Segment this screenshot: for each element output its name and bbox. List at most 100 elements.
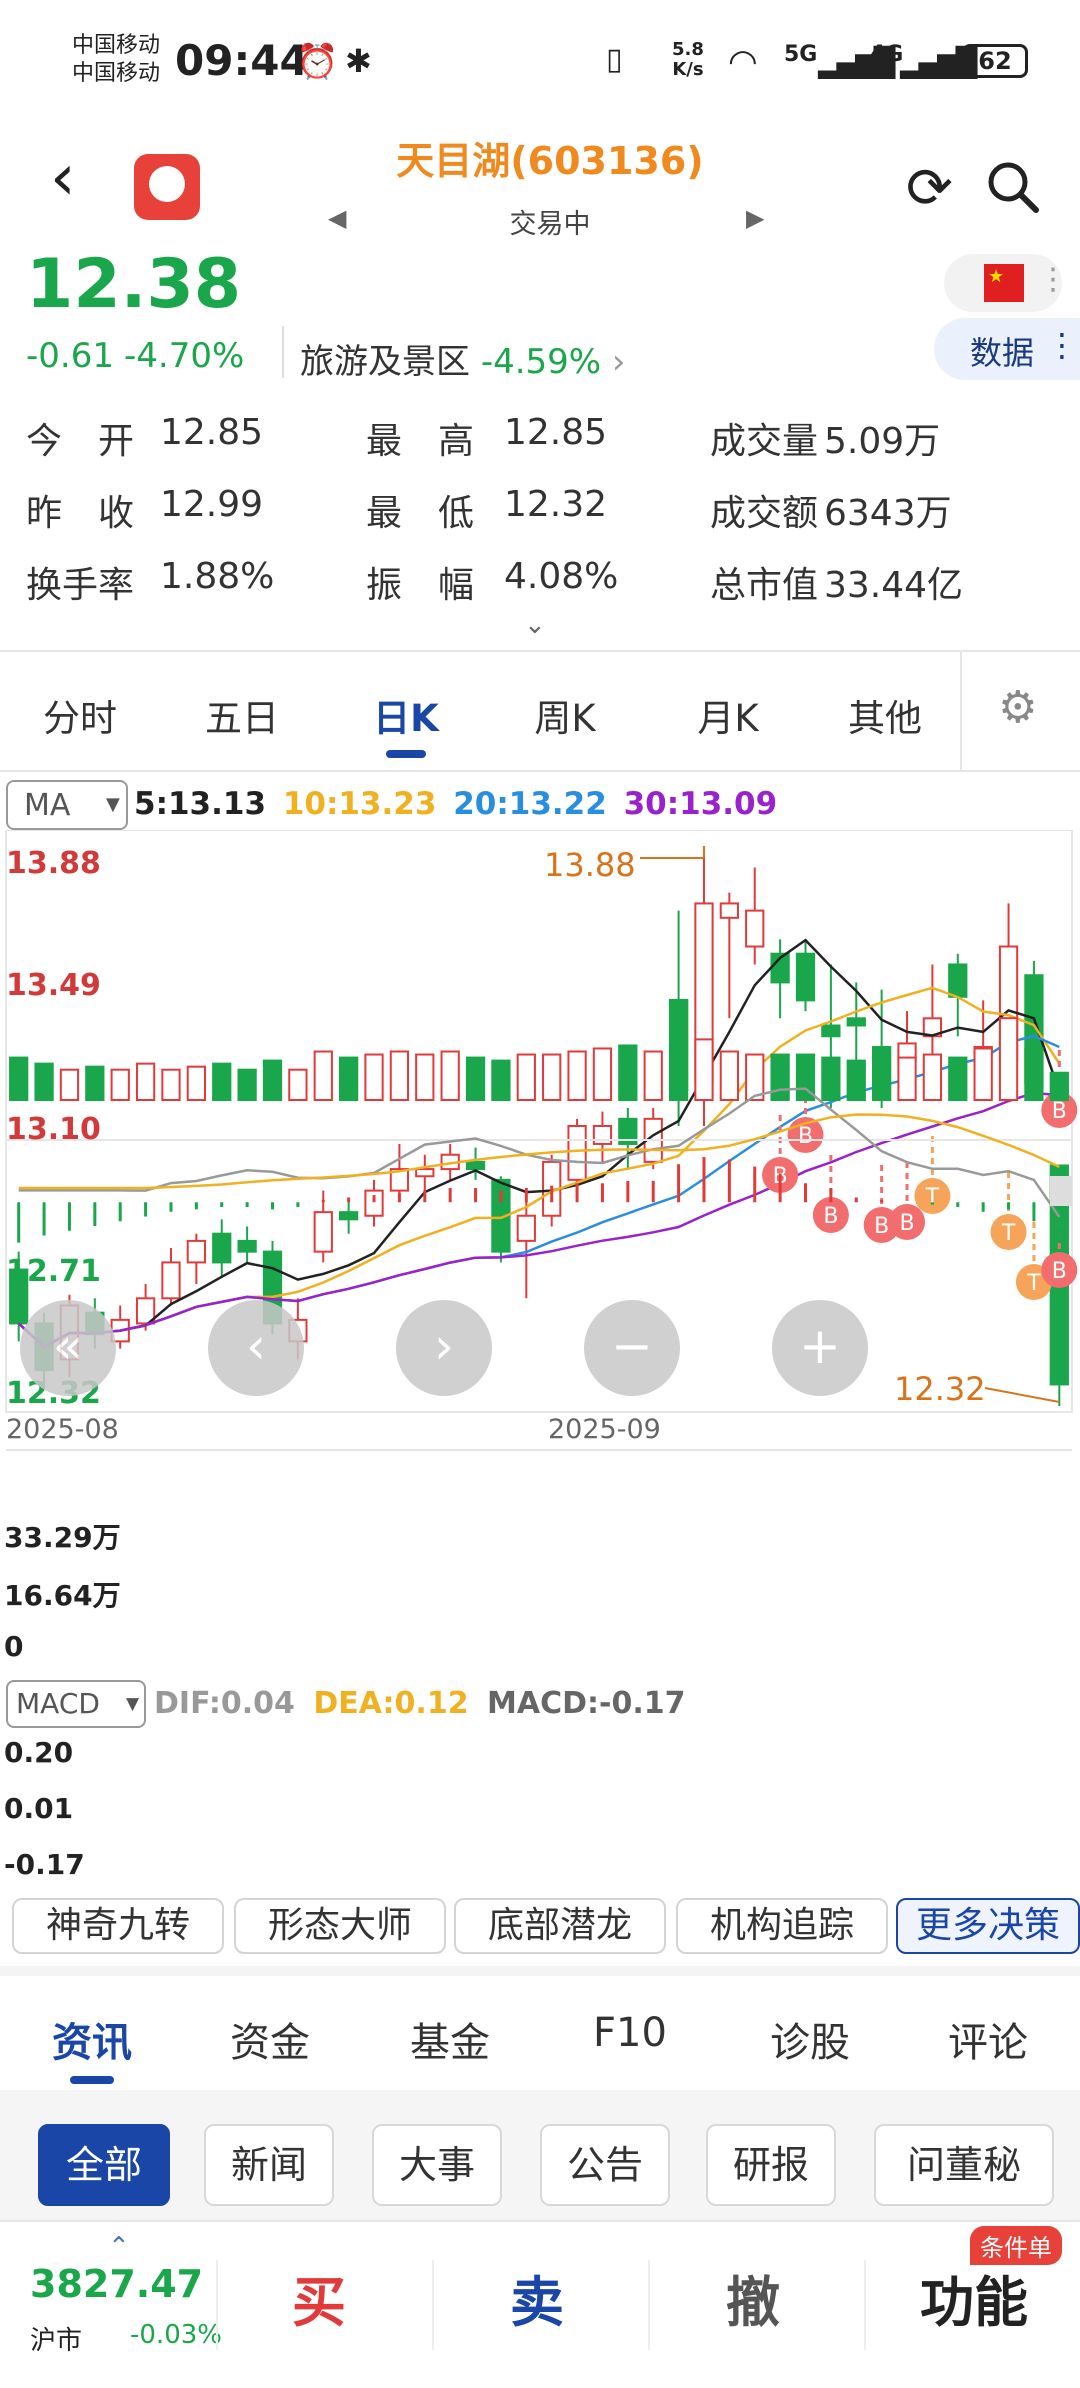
stat-value: 12.85 [504,412,608,453]
expand-chevron-icon[interactable]: ⌄ [524,610,546,640]
candle [719,902,739,919]
app-logo[interactable] [134,154,200,220]
news-filter-3[interactable]: 公告 [540,2124,670,2206]
macd-mid-label: 0.01 [4,1792,74,1825]
last-price: 12.38 [26,245,242,324]
data-button[interactable]: 数据 ⋮ [934,318,1080,380]
signal-marker [990,1214,1027,1250]
expand-up-icon[interactable]: ⌃ [108,2232,130,2262]
signal-label: B [823,1204,838,1229]
news-filter-4[interactable]: 研报 [706,2124,836,2206]
tab-chart-3[interactable]: 周K [534,697,596,740]
volume-bar [618,1044,638,1101]
tab-chart-4[interactable]: 月K [697,697,759,740]
conditional-order-badge[interactable]: 条件单 [970,2226,1062,2265]
volume-bar [34,1062,54,1102]
strategy-tab[interactable]: 更多决策 [896,1898,1080,1954]
divider [216,2260,218,2350]
stat-label: 振 幅 [366,565,475,606]
next-stock-icon[interactable]: ▶ [746,204,765,232]
macd-select-label: MACD [16,1687,100,1720]
cancel-order-button[interactable]: 撤 [726,2271,780,2334]
stat-value: 12.32 [504,484,608,525]
volume-bar [491,1059,511,1102]
zoom-in-button[interactable]: + [772,1300,868,1396]
function-button[interactable]: 功能 [920,2271,1028,2334]
tab-info-1[interactable]: 资金 [230,2020,310,2066]
candle [389,1168,410,1192]
macd-indicator-select[interactable]: MACD ▼ [6,1680,146,1728]
kline-chart[interactable]: BBBBBTTTBB [0,830,1080,1890]
scroll-right-button[interactable]: › [396,1300,492,1396]
stat-label: 成交量 [710,421,819,462]
sector-name: 旅游及景区 [300,342,470,382]
search-icon[interactable] [986,160,1042,216]
volume-bar [389,1050,410,1101]
news-filter-1[interactable]: 新闻 [204,2124,334,2206]
volume-bar [339,1056,359,1102]
buy-button[interactable]: 买 [292,2271,346,2334]
divider [648,2260,650,2350]
strategy-tab[interactable]: 机构追踪 [676,1898,888,1954]
divider [432,2260,434,2350]
ma20-value: 20:13.22 [453,786,607,822]
tab-info-5[interactable]: 评论 [948,2020,1028,2066]
tab-chart-5[interactable]: 其他 [848,697,922,740]
stat-value: 33.44亿 [824,565,964,606]
volume-bar [237,1068,257,1102]
signal-5g-label: 5G [784,42,818,67]
news-filter-5[interactable]: 问董秘 [874,2124,1054,2206]
volume-bar [110,1068,130,1102]
flag-pill[interactable]: ★ ⋮ [944,254,1068,312]
signal-label: B [798,1124,813,1149]
volume-zero-label: 0 [4,1630,24,1663]
news-filter-0[interactable]: 全部 [38,2124,170,2206]
sell-button[interactable]: 卖 [510,2271,564,2334]
candle [186,1239,206,1264]
scroll-left-button[interactable]: ‹ [208,1300,304,1396]
candle [567,1125,587,1181]
wifi-icon: ◠ [728,42,758,82]
signal-marker [1041,1252,1078,1288]
refresh-icon[interactable]: ⟳ [906,156,953,221]
strategy-tab[interactable]: 形态大师 [234,1898,446,1954]
sector-link[interactable]: 旅游及景区 -4.59% › [300,334,626,383]
tab-chart-1[interactable]: 五日 [205,697,279,740]
signal-label: T [1001,1221,1016,1246]
tab-chart-2[interactable]: 日K [373,697,439,740]
volume-bar [516,1053,536,1101]
tab-info-4[interactable]: 诊股 [770,2020,850,2066]
tab-info-0[interactable]: 资讯 [52,2020,132,2066]
candle [592,1125,613,1145]
trading-status: 交易中 [509,209,591,240]
network-speed: 5.8 K/s [672,39,704,80]
volume-bar [313,1050,333,1101]
stat-label: 最 高 [366,421,475,462]
back-button[interactable]: ‹ [50,141,76,215]
signal-5g-icon: ▂▄▆█ [818,46,895,79]
prev-stock-icon[interactable]: ◀ [328,204,347,232]
strategy-tab[interactable]: 神奇九转 [12,1898,224,1954]
candle [465,1160,486,1171]
zoom-out-button[interactable]: − [584,1300,680,1396]
high-leader [640,846,705,859]
price-axis-label: 12.71 [6,1254,101,1289]
ma-indicator-select[interactable]: MA ▼ [6,780,128,830]
settings-gear-icon[interactable]: ⚙ [998,682,1038,733]
price-change: -0.61 [26,336,114,376]
macd-bottom-label: -0.17 [4,1848,85,1881]
signal-marker [914,1178,951,1214]
low-annotation: 12.32 [894,1370,986,1408]
rewind-icon[interactable]: « [20,1300,116,1396]
sector-pct: -4.59% [480,342,602,382]
strategy-tab[interactable]: 底部潜龙 [454,1898,666,1954]
tab-info-2[interactable]: 基金 [410,2020,490,2066]
news-filter-2[interactable]: 大事 [372,2124,502,2206]
tab-info-3[interactable]: F10 [593,2010,667,2056]
volume-bar [719,1050,739,1101]
index-value[interactable]: 3827.47 [30,2262,204,2306]
tab-chart-0[interactable]: 分时 [43,697,117,740]
divider [282,326,284,378]
active-tab-indicator [386,750,426,758]
volume-bar [59,1068,80,1102]
